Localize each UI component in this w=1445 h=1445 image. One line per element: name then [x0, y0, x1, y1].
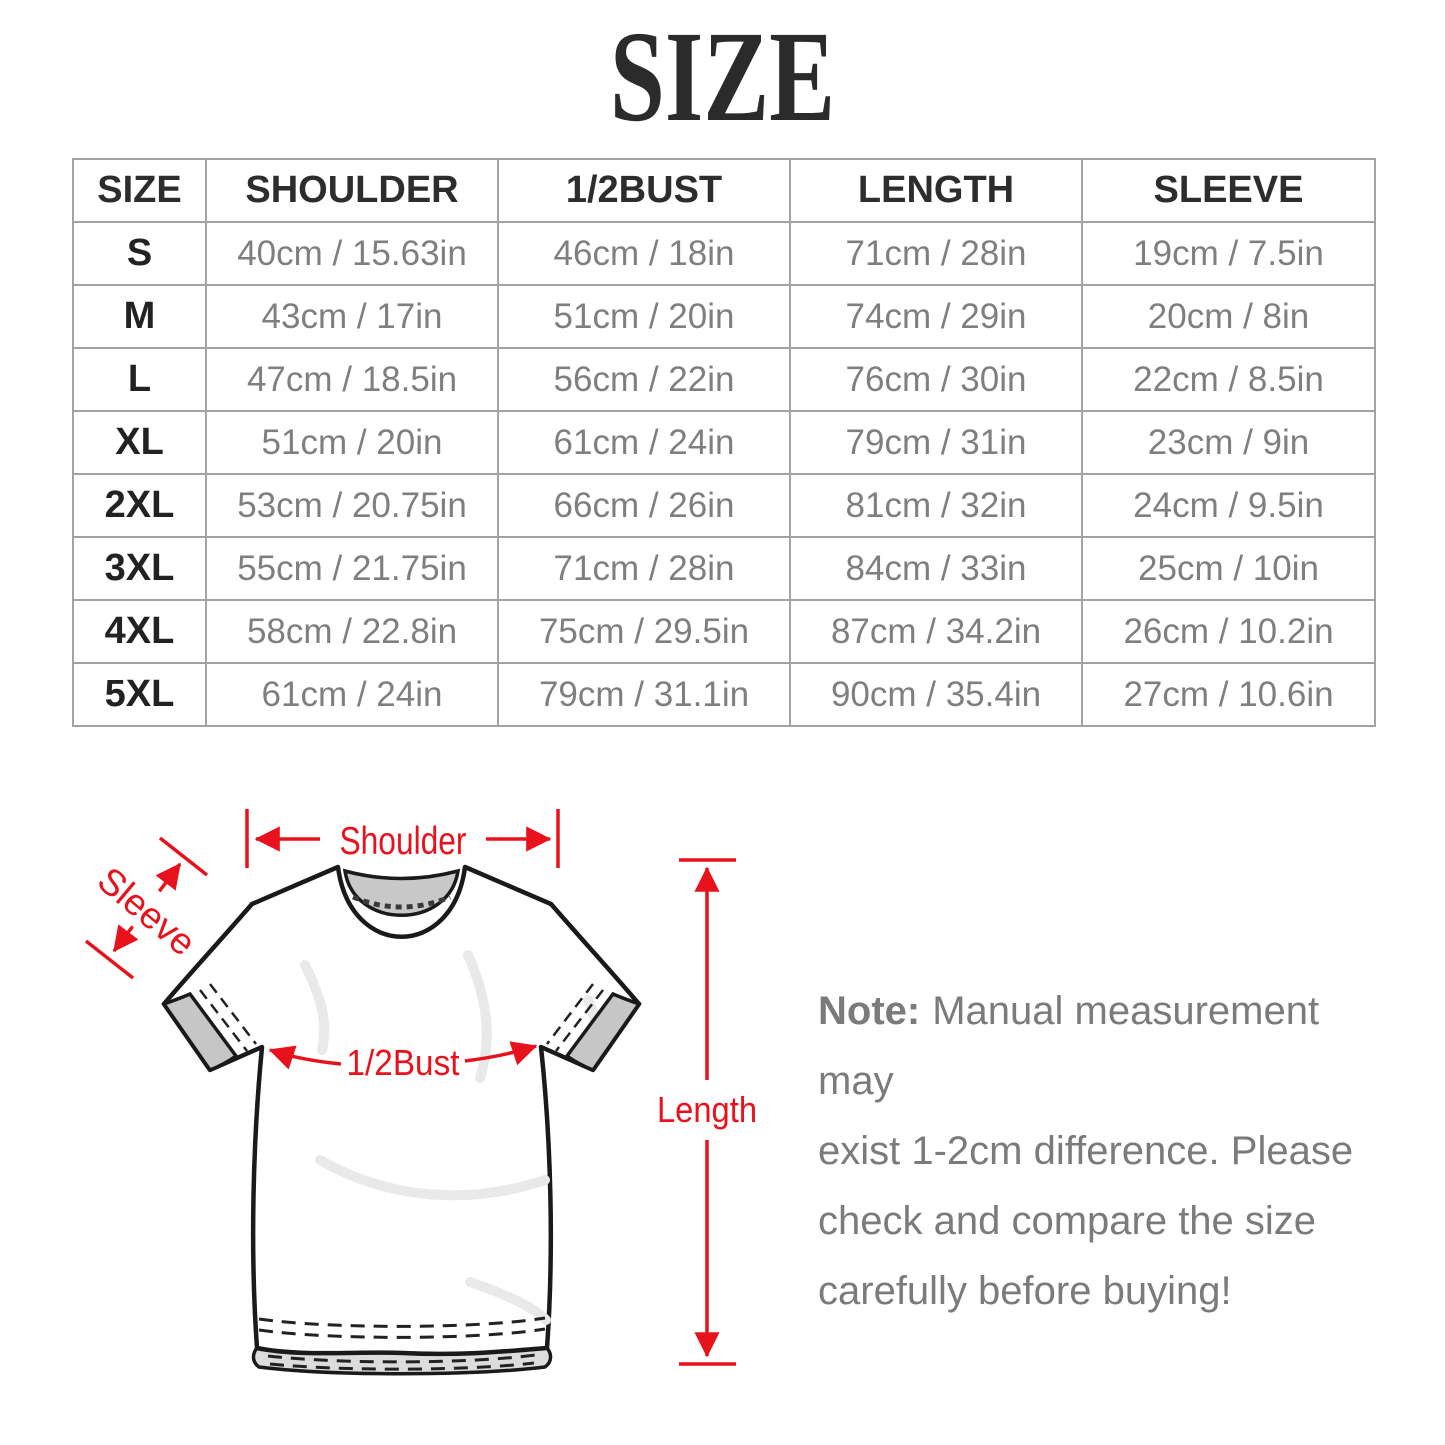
header-row: SIZE SHOULDER 1/2BUST LENGTH SLEEVE [72, 158, 1376, 223]
table-row-5xl: 5XL 61cm / 24in 79cm / 31.1in 90cm / 35.4in… [72, 662, 1376, 727]
cell: 46cm / 18in [497, 221, 791, 286]
cell: 22cm / 8.5in [1081, 347, 1376, 412]
tshirt-illustration [161, 864, 642, 1376]
size-table: SIZE SHOULDER 1/2BUST LENGTH SLEEVE S 40cm / … [72, 158, 1376, 727]
cell: 19cm / 7.5in [1081, 221, 1376, 286]
table-row-xl: XL 51cm / 20in 61cm / 24in 79cm / 31in 23cm … [72, 410, 1376, 475]
cell: 56cm / 22in [497, 347, 791, 412]
hem-stitching [258, 1316, 546, 1371]
cell: 43cm / 17in [205, 284, 499, 349]
half-bust-arrow-right [464, 1041, 538, 1066]
size-label-3xl: 3XL [72, 536, 207, 601]
cell: 53cm / 20.75in [205, 473, 499, 538]
table-row-m: M 43cm / 17in 51cm / 20in 74cm / 29in 20cm /… [72, 284, 1376, 349]
size-table-body: S 40cm / 15.63in 46cm / 18in 71cm / 28in 19c… [72, 221, 1376, 727]
col-header-shoulder: SHOULDER [205, 158, 499, 223]
cell: 51cm / 20in [497, 284, 791, 349]
table-row-l: L 47cm / 18.5in 56cm / 22in 76cm / 30in 22cm… [72, 347, 1376, 412]
sleeve-label: Sleeve [90, 859, 204, 964]
size-label-m: M [72, 284, 207, 349]
size-table-head: SIZE SHOULDER 1/2BUST LENGTH SLEEVE [72, 158, 1376, 223]
col-header-1-2bust: 1/2BUST [497, 158, 791, 223]
size-label-5xl: 5XL [72, 662, 207, 727]
cell: 75cm / 29.5in [497, 599, 791, 664]
page-title: SIZE [609, 5, 836, 149]
tshirt-measurement-diagram: Shoulder Sleeve 1/2Bust Length [82, 809, 757, 1376]
half-bust-label: 1/2Bust [347, 1042, 460, 1083]
cell: 79cm / 31in [789, 410, 1083, 475]
cell: 40cm / 15.63in [205, 221, 499, 286]
table-row-4xl: 4XL 58cm / 22.8in 75cm / 29.5in 87cm / 34.2… [72, 599, 1376, 664]
note-line: carefully before buying! [818, 1269, 1232, 1313]
cell: 51cm / 20in [205, 410, 499, 475]
left-cuff-face [161, 991, 239, 1073]
note-line-rest: Manual measurement may [818, 989, 1320, 1103]
size-label-l: L [72, 347, 207, 412]
cell: 87cm / 34.2in [789, 599, 1083, 664]
note-label: Note: [818, 989, 921, 1033]
table-row-2xl: 2XL 53cm / 20.75in 66cm / 26in 81cm / 32in 2… [72, 473, 1376, 538]
size-label-4xl: 4XL [72, 599, 207, 664]
cell: 81cm / 32in [789, 473, 1083, 538]
col-header-size: SIZE [72, 158, 207, 223]
col-header-sleeve: SLEEVE [1081, 158, 1376, 223]
table-row-3xl: 3XL 55cm / 21.75in 71cm / 28in 84cm / 33in 2… [72, 536, 1376, 601]
cell: 25cm / 10in [1081, 536, 1376, 601]
sleeve-tick-top [158, 836, 209, 877]
cell: 71cm / 28in [497, 536, 791, 601]
measurement-annotations [84, 809, 736, 1366]
cell: 90cm / 35.4in [789, 662, 1083, 727]
cell: 26cm / 10.2in [1081, 599, 1376, 664]
cell: 79cm / 31.1in [497, 662, 791, 727]
size-label-s: S [72, 221, 207, 286]
cell: 55cm / 21.75in [205, 536, 499, 601]
note-line: check and compare the size [818, 1199, 1317, 1243]
note-text: Note: Manual measurement may exist 1-2cm … [818, 976, 1388, 1326]
tshirt-body [161, 864, 642, 1357]
right-cuff-face [564, 991, 642, 1073]
collar-stitching [352, 894, 451, 910]
cell: 20cm / 8in [1081, 284, 1376, 349]
size-label-2xl: 2XL [72, 473, 207, 538]
cell: 84cm / 33in [789, 536, 1083, 601]
cell: 61cm / 24in [497, 410, 791, 475]
sleeve-tick-bottom [84, 939, 135, 980]
shoulder-label: Shoulder [340, 820, 467, 863]
note-line: Note: Manual measurement may [818, 976, 1388, 1116]
cell: 23cm / 9in [1081, 410, 1376, 475]
cell: 47cm / 18.5in [205, 347, 499, 412]
note-line: exist 1-2cm difference. Please [818, 1129, 1354, 1173]
cell: 74cm / 29in [789, 284, 1083, 349]
cell: 61cm / 24in [205, 662, 499, 727]
cell: 76cm / 30in [789, 347, 1083, 412]
half-bust-arrow-left [268, 1045, 342, 1070]
cell: 24cm / 9.5in [1081, 473, 1376, 538]
cell: 66cm / 26in [497, 473, 791, 538]
length-label: Length [657, 1089, 757, 1130]
cell: 71cm / 28in [789, 221, 1083, 286]
col-header-length: LENGTH [789, 158, 1083, 223]
cuff-stitching [199, 983, 604, 1052]
cell: 27cm / 10.6in [1081, 662, 1376, 727]
cell: 58cm / 22.8in [205, 599, 499, 664]
size-label-xl: XL [72, 410, 207, 475]
table-row-s: S 40cm / 15.63in 46cm / 18in 71cm / 28in 19c… [72, 221, 1376, 286]
